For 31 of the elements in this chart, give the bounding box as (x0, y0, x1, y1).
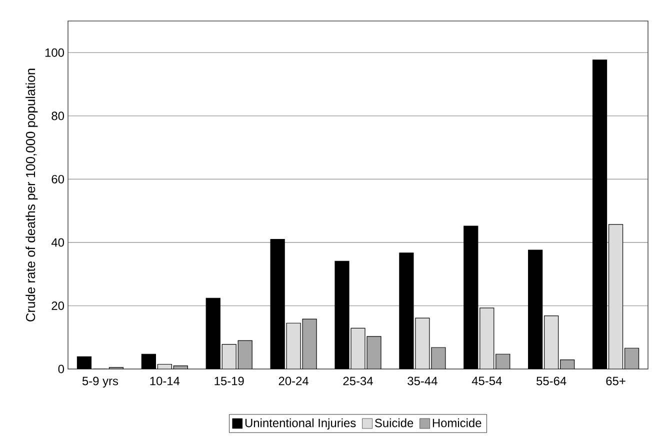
legend-label: Unintentional Injuries (245, 418, 356, 430)
x-tick-label: 45-54 (472, 376, 502, 386)
bar (302, 318, 317, 369)
legend-label: Homicide (432, 418, 482, 428)
x-tick-label: 55-64 (536, 376, 566, 386)
x-tick-label: 65+ (606, 376, 626, 386)
y-tick-label: 80 (52, 112, 64, 120)
x-tick-label: 25-34 (343, 376, 373, 386)
bar (608, 224, 624, 369)
y-axis-title: Crude rate of deaths per 100,000 population (26, 68, 38, 322)
bar (366, 336, 382, 369)
bar (286, 322, 301, 369)
y-tick-label: 40 (51, 238, 64, 247)
x-tick-label: 15-19 (214, 376, 244, 386)
bar (624, 348, 640, 369)
x-tick-label: 20-24 (278, 376, 308, 386)
bar (238, 340, 252, 369)
y-tick-label: 60 (52, 174, 64, 184)
bar (350, 328, 366, 369)
bar (222, 344, 236, 369)
y-tick-label: 20 (52, 302, 64, 310)
bar (480, 308, 494, 369)
bar (415, 318, 430, 369)
bar (544, 316, 559, 369)
x-tick-label: 5-9 yrs (82, 376, 118, 388)
y-tick-label: 100 (45, 48, 64, 57)
x-tick-label: 35-44 (408, 376, 438, 386)
bar (496, 354, 510, 369)
y-tick-label: 0 (58, 364, 64, 374)
x-tick-label: 10-14 (150, 376, 180, 386)
legend-label: Suicide (375, 418, 414, 428)
